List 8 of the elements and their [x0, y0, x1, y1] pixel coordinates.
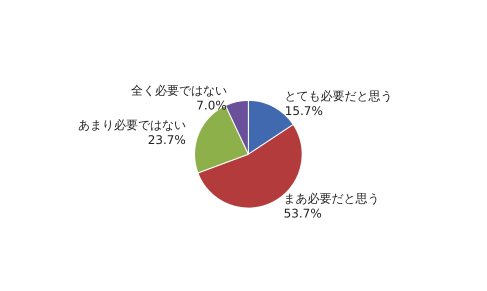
data-label: 23.7% — [148, 132, 186, 147]
data-label: 53.7% — [284, 206, 322, 220]
slice-label: 全く必要ではない — [130, 83, 227, 98]
slice-label: とても必要だと思う — [284, 88, 393, 103]
slice-label: まあ必要だと思う — [284, 191, 380, 206]
data-label: 7.0% — [196, 98, 227, 112]
slice-label: あまり必要ではない — [78, 118, 186, 132]
data-label: 15.7% — [284, 104, 323, 118]
